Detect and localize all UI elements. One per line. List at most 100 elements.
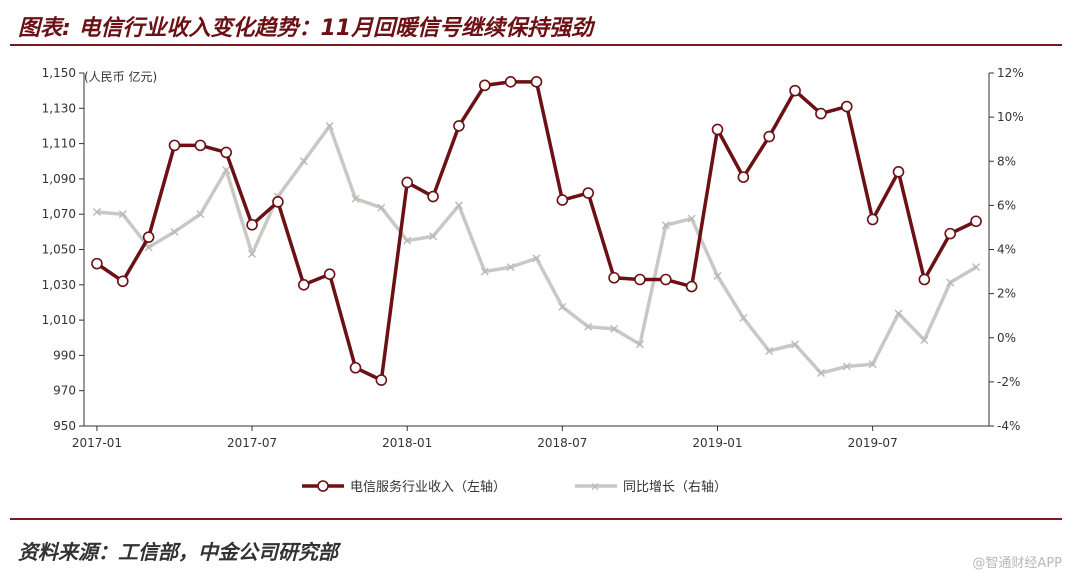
point-revenue [168,139,181,152]
point-growth [429,232,438,241]
point-revenue [711,123,724,136]
point-growth [351,194,360,203]
point-revenue [685,280,698,293]
point-growth [532,254,541,263]
point-revenue [763,130,776,143]
point-growth [920,335,929,344]
point-revenue [297,278,310,291]
point-revenue [504,76,517,88]
tick-labels: 950 970 990 1,010 1,030 1,050 1,070 1,090 1,110 1… [42,66,1024,450]
point-revenue [530,76,543,88]
point-growth [972,263,981,272]
x-tick-label: 2018-01 [382,436,432,450]
y-left-tick-label: 1,110 [42,137,76,151]
y-left-tick-label: 1,050 [42,243,76,257]
x-tick-label: 2017-07 [227,436,277,450]
point-growth [118,210,127,219]
point-growth [842,362,851,371]
y-left-tick-label: 970 [53,384,76,398]
point-growth [248,249,257,258]
point-revenue [116,275,129,288]
point-growth [713,271,722,280]
x-tick-label: 2018-07 [537,436,587,450]
point-revenue [349,361,362,374]
point-revenue [375,374,388,386]
point-revenue [892,166,905,178]
point-growth [480,267,489,276]
point-growth [299,157,308,166]
point-revenue [91,257,103,270]
point-revenue [401,176,414,189]
chart-axes [79,72,994,431]
point-revenue [608,271,620,284]
point-growth [791,340,800,349]
y-right-tick-label: 2% [997,287,1016,301]
point-growth [558,302,567,311]
x-tick-label: 2019-01 [692,436,742,450]
point-growth [687,214,696,223]
y-left-tick-label: 1,070 [42,207,76,221]
y-left-tick-label: 1,090 [42,172,76,186]
point-revenue [737,171,750,183]
y-right-tick-label: 0% [997,331,1016,345]
point-revenue [582,187,595,199]
point-revenue [789,84,801,97]
point-revenue [634,273,646,286]
point-growth [170,227,179,236]
point-growth [765,346,774,355]
legend-marker-revenue [317,480,329,492]
y-left-tick-label: 950 [53,419,76,433]
y-left-unit-label: (人民币 亿元) [84,69,157,84]
series-line-revenue [95,80,977,382]
x-tick-label: 2019-07 [848,436,898,450]
y-left-tick-label: 1,150 [42,66,76,80]
source-divider [10,518,1062,520]
y-left-tick-label: 1,130 [42,101,76,115]
point-revenue [944,227,957,240]
point-growth [635,340,644,349]
watermark: @智通财经APP [972,556,1062,571]
point-growth [946,278,955,287]
page-title: 图表: 电信行业收入变化趋势：11月回暖信号继续保持强劲 [18,16,594,41]
point-revenue [194,139,207,152]
point-growth [377,203,386,212]
point-growth [144,243,153,252]
y-right-tick-label: 4% [997,243,1016,257]
y-right-tick-label: 6% [997,198,1016,212]
point-revenue [866,213,879,226]
point-growth [222,166,231,175]
point-revenue [659,273,672,286]
point-growth [584,322,593,331]
point-growth [868,360,877,369]
source-note: 资料来源：工信部，中金公司研究部 [18,540,338,564]
point-revenue [272,196,284,208]
point-growth [196,210,205,219]
point-revenue [815,107,827,120]
point-growth [816,369,825,378]
point-growth [92,207,101,216]
point-revenue [970,215,982,228]
point-revenue [918,273,931,286]
y-left-tick-label: 990 [53,348,76,362]
y-left-tick-label: 1,010 [42,313,76,327]
point-revenue [478,79,491,92]
y-left-tick-label: 1,030 [42,278,76,292]
point-growth [454,201,463,210]
x-tick-label: 2017-01 [72,436,122,450]
point-growth [325,121,334,130]
point-growth [610,324,619,333]
y-right-tick-label: 8% [997,154,1016,168]
point-revenue [323,268,336,281]
point-revenue [453,120,465,132]
chart-legend: 电信服务行业收入（左轴） ✕ 同比增长（右轴） [302,479,727,495]
y-right-tick-label: 12% [997,66,1024,80]
point-revenue [246,218,258,231]
y-right-tick-label: -4% [997,419,1020,433]
point-revenue [220,146,233,159]
point-revenue [840,100,853,113]
legend-marker-growth: ✕ [590,480,600,494]
title-divider [10,44,1062,46]
point-growth [661,221,670,230]
y-right-tick-label: -2% [997,375,1020,389]
